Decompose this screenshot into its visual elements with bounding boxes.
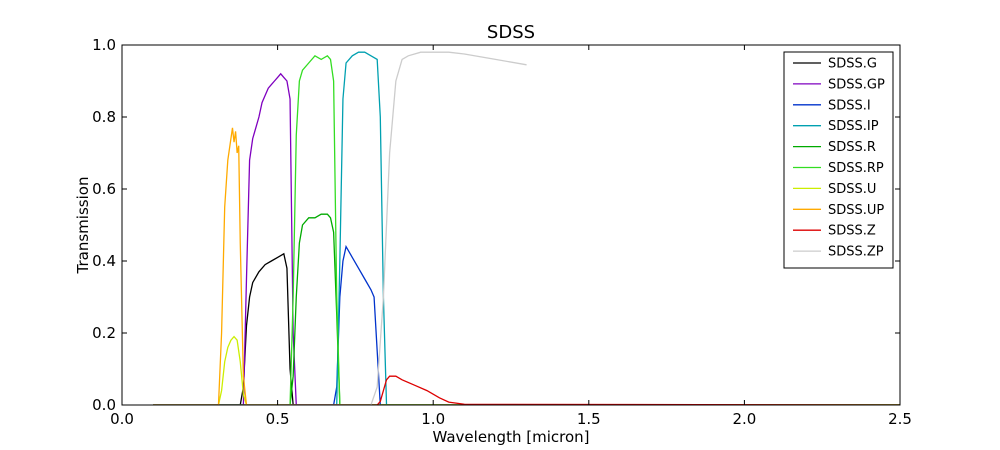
y-tick-label: 0.8: [92, 108, 116, 126]
legend-entry: SDSS.R: [793, 140, 876, 155]
x-tick-label: 2.5: [888, 410, 912, 428]
y-tick-label: 0.2: [92, 324, 116, 342]
legend-label: SDSS.ZP: [828, 245, 884, 260]
series-line-sdss-up: [153, 127, 900, 405]
legend-label: SDSS.UP: [828, 203, 884, 218]
legend-label: SDSS.U: [828, 182, 876, 197]
y-axis-label: Transmission: [74, 177, 92, 275]
legend-label: SDSS.IP: [828, 119, 879, 134]
x-tick-label: 0.0: [110, 410, 134, 428]
y-tick-label: 0.4: [92, 252, 116, 270]
legend-entry: SDSS.RP: [793, 161, 884, 176]
legend-entry: SDSS.G: [793, 57, 877, 72]
series-layer: [153, 51, 900, 405]
series-line-sdss-z: [153, 375, 900, 405]
y-tick-label: 1.0: [92, 36, 116, 54]
legend-label: SDSS.GP: [828, 77, 885, 92]
legend-entry: SDSS.UP: [793, 203, 884, 218]
series-line-sdss-g: [153, 252, 900, 405]
series-line-sdss-rp: [153, 54, 900, 405]
legend-label: SDSS.R: [828, 140, 876, 155]
series-line-sdss-r: [153, 213, 900, 405]
x-tick-label: 1.0: [421, 410, 445, 428]
series-line-sdss-ip: [153, 51, 900, 405]
y-axis: 0.0 0.2 0.4 0.6 0.8 1.0: [92, 36, 900, 414]
series-line-sdss-u: [153, 335, 900, 405]
series-line-sdss-gp: [153, 72, 900, 405]
chart-title: SDSS: [487, 22, 535, 43]
series-line-sdss-i: [153, 244, 900, 405]
legend-label: SDSS.G: [828, 57, 877, 72]
x-tick-label: 2.0: [732, 410, 756, 428]
legend-entry: SDSS.Z: [793, 224, 876, 239]
legend-box: [783, 51, 894, 269]
plot-frame: [121, 44, 901, 406]
x-axis-label: Wavelength [micron]: [432, 428, 589, 446]
legend-label: SDSS.I: [828, 98, 871, 113]
legend-label: SDSS.Z: [828, 224, 876, 239]
x-tick-label: 0.5: [266, 410, 290, 428]
legend-entry: SDSS.I: [793, 98, 871, 113]
legend-entry: SDSS.GP: [793, 77, 885, 92]
y-tick-label: 0.0: [92, 396, 116, 414]
legend: SDSS.G SDSS.GP SDSS.I SDSS.IP SDSS.R SDSS.RP S…: [783, 51, 894, 269]
legend-entry: SDSS.IP: [793, 119, 879, 134]
x-axis: 0.0 0.5 1.0 1.5 2.0 2.5: [110, 45, 912, 428]
series-line-sdss-zp: [153, 51, 527, 405]
x-tick-label: 1.5: [577, 410, 601, 428]
legend-entry: SDSS.ZP: [793, 245, 884, 260]
y-tick-label: 0.6: [92, 180, 116, 198]
legend-entry: SDSS.U: [793, 182, 876, 197]
legend-label: SDSS.RP: [828, 161, 884, 176]
